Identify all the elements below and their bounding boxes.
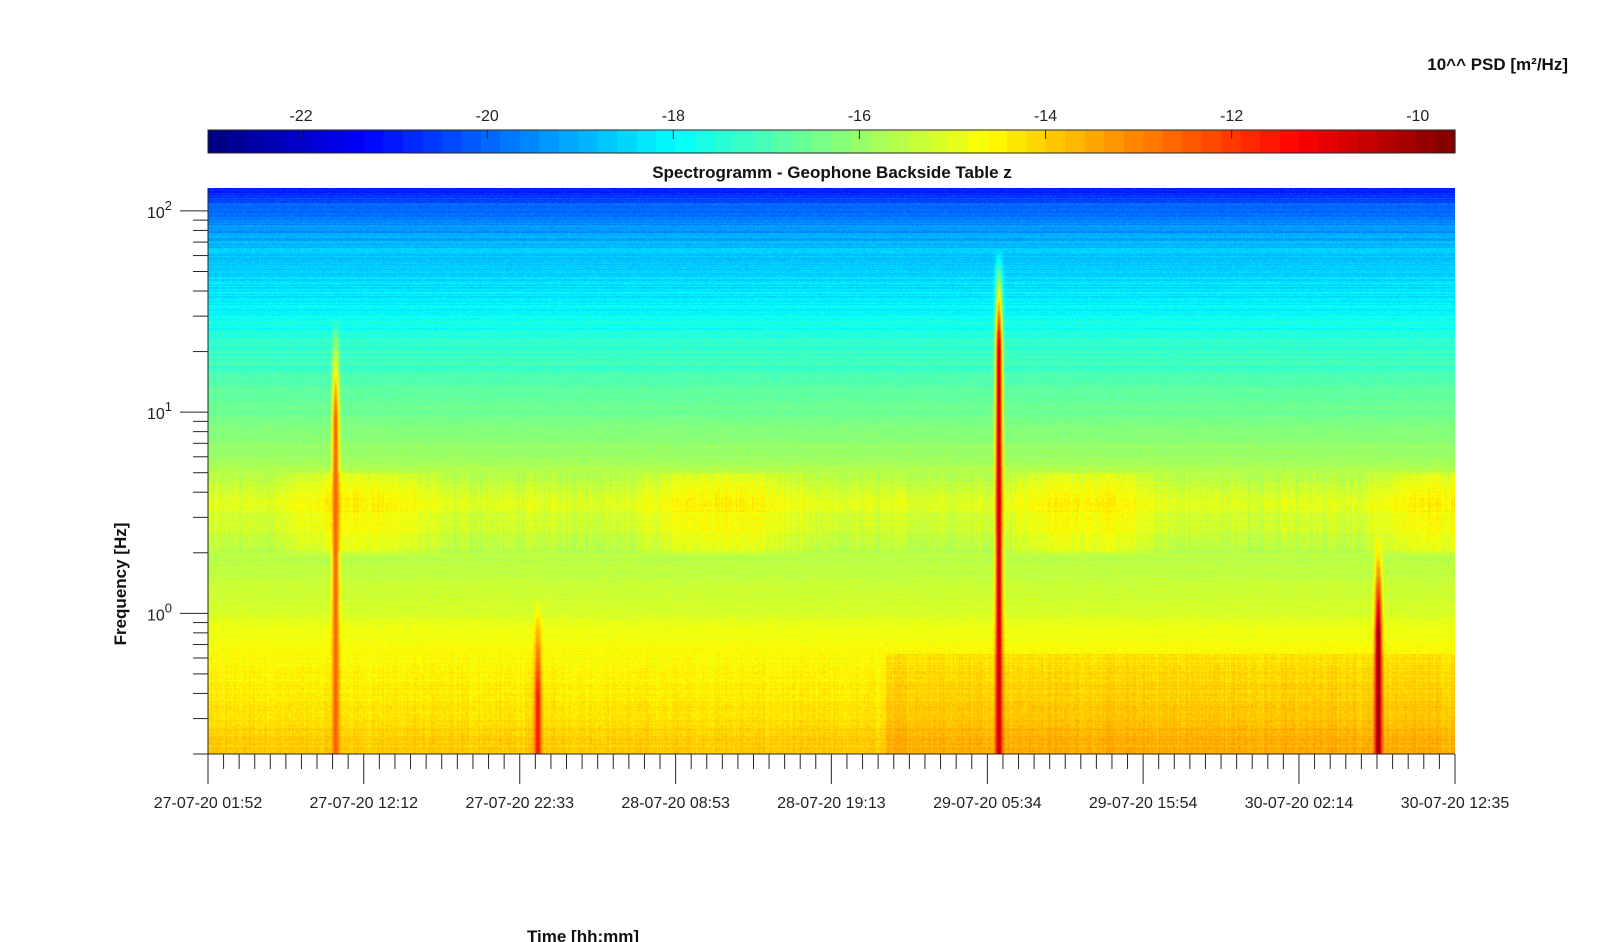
y-tick-label: 100 (147, 600, 172, 624)
spectrogram-heatmap (208, 188, 1455, 754)
colorbar-segment (266, 130, 287, 153)
colorbar-tick-label: -12 (1220, 108, 1243, 125)
colorbar-segment (305, 130, 326, 153)
colorbar-segment (636, 130, 657, 153)
colorbar-segment (246, 130, 268, 153)
colorbar-segment (1279, 130, 1300, 153)
colorbar-segment (422, 130, 443, 153)
colorbar-segment (870, 130, 891, 153)
y-tick-label: 101 (147, 399, 172, 423)
colorbar-segment (1377, 130, 1398, 153)
colorbar-segment (1026, 130, 1047, 153)
colorbar-segment (617, 130, 638, 153)
colorbar-segment (734, 130, 755, 153)
colorbar-segment (519, 130, 540, 153)
colorbar-segment (578, 130, 599, 153)
colorbar-segment (363, 130, 384, 153)
colorbar-segment (695, 130, 716, 153)
colorbar-segment (714, 130, 735, 153)
colorbar-segment (1006, 130, 1027, 153)
x-tick-label: 30-07-20 02:14 (1245, 795, 1354, 812)
colorbar-frame (207, 129, 1456, 154)
colorbar-tick-label: -18 (662, 108, 685, 125)
colorbar-segment (1240, 130, 1261, 153)
colorbar-segment (1201, 130, 1222, 153)
colorbar-segment (597, 130, 618, 153)
colorbar-segment (285, 130, 307, 153)
colorbar-segment (402, 130, 423, 153)
colorbar-segment (1065, 130, 1086, 153)
colorbar-segment (208, 130, 229, 153)
colorbar-segment (461, 130, 482, 153)
colorbar-segment (656, 130, 677, 153)
colorbar-ticks: -22 -20 -18 -16 -14 -12 -10 (289, 108, 1429, 139)
y-axis-label: Frequency [Hz] (111, 523, 130, 646)
colorbar-segment (1182, 130, 1203, 153)
colorbar-segment (324, 130, 345, 153)
x-axis-label: Time [hh:mm] (527, 927, 639, 942)
colorbar-segment (1416, 130, 1437, 153)
x-tick-label: 27-07-20 12:12 (309, 795, 418, 812)
colorbar-segment (344, 130, 365, 153)
colorbar-tick-label: -22 (289, 108, 312, 125)
x-tick-label: 29-07-20 15:54 (1089, 795, 1198, 812)
colorbar-segment (1123, 130, 1144, 153)
x-tick-label: 28-07-20 08:53 (621, 795, 730, 812)
colorbar-segment (889, 130, 911, 153)
colorbar-segment (948, 130, 969, 153)
colorbar-segment (831, 130, 852, 153)
colorbar-segment (480, 130, 501, 153)
colorbar-segment (812, 130, 833, 153)
colorbar-segment (1435, 130, 1456, 153)
colorbar-segment (1162, 130, 1183, 153)
colorbar-segment (1299, 130, 1320, 153)
colorbar-segment (1221, 130, 1242, 153)
colorbar-tick-label: -16 (848, 108, 871, 125)
x-tick-label: 29-07-20 05:34 (933, 795, 1042, 812)
colorbar-segment (1357, 130, 1378, 153)
colorbar-segment (967, 130, 988, 153)
colorbar-segment (441, 130, 462, 153)
x-axis: 27-07-20 01:52 27-07-20 12:12 27-07-20 22:… (154, 753, 1510, 812)
colorbar-segment (1084, 130, 1105, 153)
y-tick-label: 102 (147, 198, 172, 222)
colorbar-tick-label: -20 (476, 108, 499, 125)
x-tick-label: 28-07-20 19:13 (777, 795, 886, 812)
colorbar (207, 129, 1456, 154)
colorbar-segment (675, 130, 696, 153)
colorbar-segment (1318, 130, 1339, 153)
colorbar-segment (1045, 130, 1066, 153)
colorbar-segment (558, 130, 579, 153)
colorbar-segment (928, 130, 950, 153)
colorbar-segment (1104, 130, 1125, 153)
colorbar-tick-label: -14 (1034, 108, 1057, 125)
x-tick-label: 27-07-20 01:52 (154, 795, 263, 812)
colorbar-segment (753, 130, 774, 153)
colorbar-segment (539, 130, 560, 153)
colorbar-label: 10^^ PSD [m²/Hz] (1427, 55, 1568, 74)
colorbar-segment (1143, 130, 1164, 153)
colorbar-segment (1396, 130, 1417, 153)
colorbar-segment (792, 130, 813, 153)
colorbar-segment (909, 130, 930, 153)
colorbar-segment (227, 130, 248, 153)
x-tick-label: 30-07-20 12:35 (1401, 795, 1510, 812)
x-tick-label: 27-07-20 22:33 (465, 795, 574, 812)
colorbar-segment (500, 130, 521, 153)
colorbar-segment (1338, 130, 1359, 153)
colorbar-segment (1260, 130, 1281, 153)
colorbar-segment (383, 130, 404, 153)
y-axis: 100 101 102 (147, 188, 209, 755)
colorbar-segment (850, 130, 872, 153)
chart-title: Spectrogramm - Geophone Backside Table z (652, 163, 1012, 182)
colorbar-segment (773, 130, 794, 153)
colorbar-segment (987, 130, 1008, 153)
plot-area (208, 188, 1455, 754)
colorbar-tick-label: -10 (1406, 108, 1429, 125)
